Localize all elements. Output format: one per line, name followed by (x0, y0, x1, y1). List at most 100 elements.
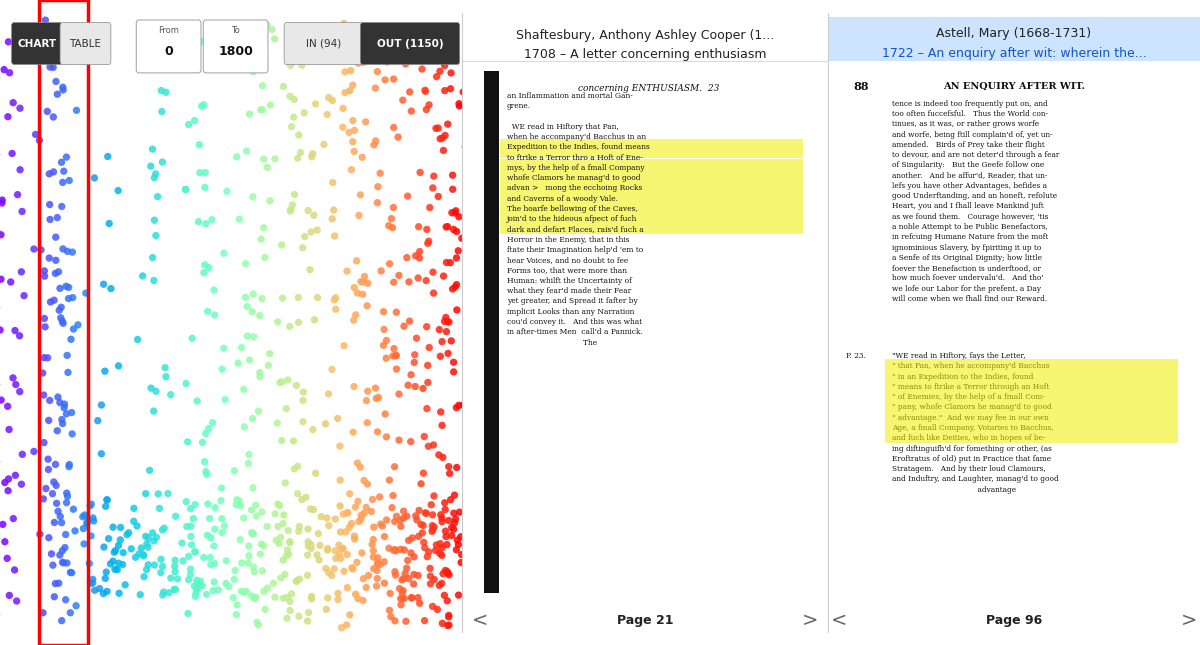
Point (0, 401, 17, 412)
Point (24, 446, 43, 457)
Point (342, 562, 361, 573)
Point (427, 604, 446, 615)
Point (205, 524, 224, 534)
Point (416, 86, 436, 97)
Point (240, 109, 259, 119)
Point (451, 531, 470, 542)
Point (254, 154, 274, 164)
Point (341, 65, 360, 75)
Point (264, 578, 283, 588)
Point (326, 553, 346, 564)
Point (367, 581, 386, 591)
Point (354, 573, 373, 584)
Point (424, 183, 443, 193)
Point (62, 408, 82, 418)
Point (56, 595, 76, 605)
Text: OUT (1150): OUT (1150) (377, 39, 444, 49)
Point (364, 546, 383, 556)
Point (432, 513, 451, 523)
Point (301, 504, 320, 514)
Point (455, 101, 474, 112)
Point (392, 593, 412, 604)
Point (391, 593, 410, 604)
Point (372, 266, 391, 276)
Point (420, 563, 439, 573)
Point (175, 184, 194, 195)
Point (352, 514, 371, 524)
Point (344, 146, 364, 157)
Point (254, 586, 274, 597)
Point (397, 563, 416, 573)
Point (82, 531, 101, 541)
Point (438, 566, 457, 577)
Point (94, 279, 113, 290)
FancyBboxPatch shape (360, 23, 460, 64)
Point (158, 488, 178, 499)
Point (258, 521, 277, 531)
Point (444, 224, 463, 235)
Point (432, 21, 451, 32)
Point (281, 606, 300, 616)
Point (260, 100, 280, 110)
Point (323, 364, 342, 375)
Point (198, 530, 217, 541)
Point (186, 591, 205, 602)
Point (0, 486, 18, 496)
Point (431, 407, 450, 417)
Point (425, 491, 444, 501)
Point (230, 214, 250, 224)
Point (456, 142, 475, 152)
Point (224, 574, 244, 584)
Point (334, 122, 353, 132)
Point (462, 604, 481, 615)
Point (426, 545, 445, 555)
Point (358, 386, 377, 396)
Point (92, 400, 112, 410)
Point (356, 502, 376, 513)
Point (432, 550, 451, 561)
Point (353, 289, 372, 299)
Point (461, 321, 480, 332)
Point (376, 75, 395, 85)
Point (113, 559, 132, 570)
Point (302, 594, 322, 604)
Point (443, 208, 462, 218)
Point (392, 575, 412, 585)
Point (55, 40, 74, 50)
Point (145, 215, 164, 225)
Point (310, 555, 329, 565)
Point (346, 502, 365, 512)
Point (439, 610, 458, 620)
Point (56, 281, 76, 292)
Point (445, 208, 464, 218)
Point (0, 230, 11, 240)
Point (31, 244, 50, 255)
Point (44, 591, 64, 602)
Point (156, 87, 175, 97)
Point (6, 326, 25, 336)
Point (331, 553, 350, 564)
Point (236, 292, 256, 303)
Point (236, 259, 256, 269)
Point (282, 121, 301, 132)
Point (437, 222, 456, 232)
Point (44, 517, 64, 528)
Point (240, 450, 259, 460)
Point (53, 244, 72, 254)
Point (43, 62, 62, 72)
Point (97, 495, 116, 505)
Point (59, 367, 78, 377)
Point (40, 253, 59, 263)
Point (179, 119, 198, 130)
Point (410, 598, 430, 608)
Point (187, 396, 206, 406)
Point (200, 513, 220, 524)
Point (408, 570, 427, 580)
Point (371, 168, 390, 178)
Point (224, 466, 244, 476)
Point (332, 544, 352, 554)
Point (205, 310, 224, 320)
Point (340, 522, 359, 533)
Point (96, 501, 115, 511)
Point (289, 317, 308, 328)
